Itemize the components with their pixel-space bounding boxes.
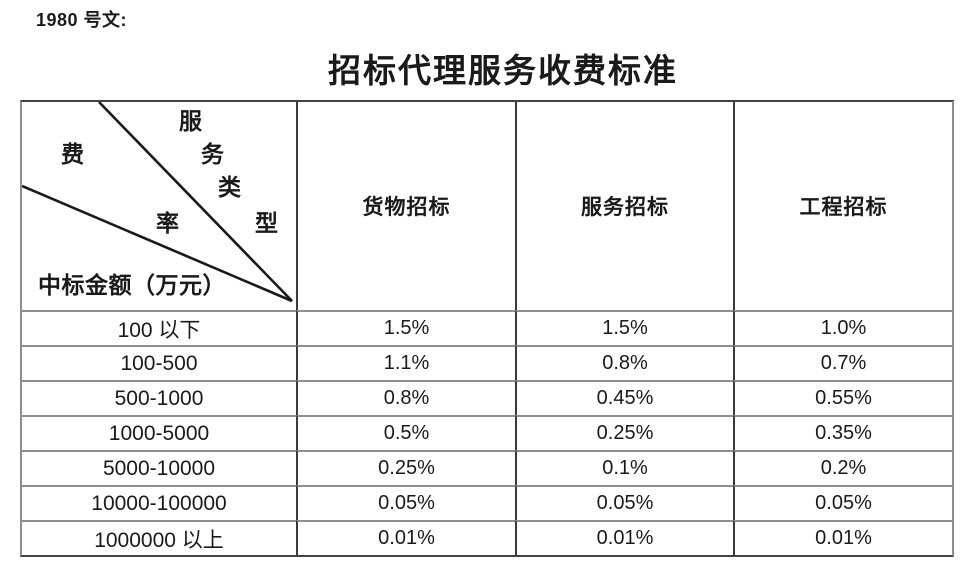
- amount-range-cell: 100-500: [22, 345, 296, 380]
- rate-cell: 0.01%: [296, 520, 515, 555]
- rate-cell: 0.2%: [733, 450, 952, 485]
- column-header-services: 服务招标: [515, 102, 733, 310]
- service-type-char: 型: [255, 210, 278, 237]
- rate-cell: 0.05%: [515, 485, 733, 520]
- page-title: 招标代理服务收费标准: [328, 51, 678, 90]
- amount-range-cell: 500-1000: [22, 380, 296, 415]
- rate-cell: 0.05%: [296, 485, 515, 520]
- amount-range-cell: 10000-100000: [22, 485, 296, 520]
- rate-cell: 0.55%: [733, 380, 952, 415]
- diagonal-line-lower: [22, 184, 293, 303]
- rate-cell: 1.5%: [296, 310, 515, 345]
- column-header-goods: 货物招标: [296, 102, 515, 310]
- fee-standard-table: 服 务 类 型 费 率 中标金额（万元） 货物招标 服务招标 工程招标 100 …: [20, 100, 954, 557]
- rate-cell: 0.25%: [296, 450, 515, 485]
- service-type-char: 服: [179, 108, 202, 135]
- rate-cell: 1.5%: [515, 310, 733, 345]
- amount-range-cell: 100 以下: [22, 310, 296, 345]
- corner-header-cell: 服 务 类 型 费 率 中标金额（万元）: [22, 102, 296, 310]
- rate-cell: 0.45%: [515, 380, 733, 415]
- rate-cell: 0.01%: [733, 520, 952, 555]
- amount-range-cell: 1000000 以上: [22, 520, 296, 555]
- row-axis-label: 中标金额（万元）: [38, 272, 226, 299]
- amount-range-cell: 5000-10000: [22, 450, 296, 485]
- rate-cell: 0.7%: [733, 345, 952, 380]
- rate-cell: 0.35%: [733, 415, 952, 450]
- rate-cell: 0.5%: [296, 415, 515, 450]
- rate-cell: 0.25%: [515, 415, 733, 450]
- rate-cell: 0.8%: [515, 345, 733, 380]
- diagonal-line-upper: [98, 102, 293, 302]
- rate-cell: 0.1%: [515, 450, 733, 485]
- column-header-engineering: 工程招标: [733, 102, 952, 310]
- service-type-char: 务: [201, 141, 224, 168]
- rate-cell: 0.8%: [296, 380, 515, 415]
- rate-cell: 1.1%: [296, 345, 515, 380]
- diagonal-divider: [22, 102, 293, 303]
- doc-number: 1980 号文:: [36, 10, 128, 30]
- rate-cell: 0.01%: [515, 520, 733, 555]
- rate-cell: 1.0%: [733, 310, 952, 345]
- rate-cell: 0.05%: [733, 485, 952, 520]
- fee-rate-char: 费: [61, 141, 84, 168]
- amount-range-cell: 1000-5000: [22, 415, 296, 450]
- service-type-char: 类: [218, 174, 241, 201]
- fee-rate-char: 率: [156, 210, 179, 237]
